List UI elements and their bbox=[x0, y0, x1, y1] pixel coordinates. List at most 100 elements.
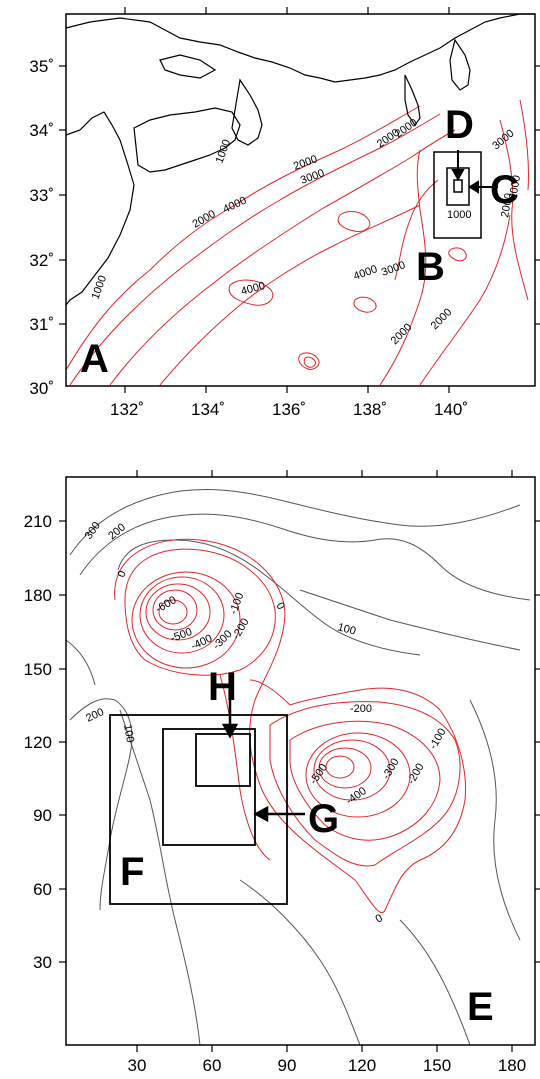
x-tick-label: 120 bbox=[348, 1056, 376, 1075]
panel-label-a: A bbox=[80, 337, 109, 381]
panel-label-h: H bbox=[208, 665, 237, 709]
lon-tick-label: 136˚ bbox=[272, 400, 306, 419]
contour-100-left bbox=[119, 709, 201, 1046]
x-tick-label: 30 bbox=[128, 1056, 147, 1075]
box-g bbox=[162, 728, 256, 846]
arrow-g-head bbox=[253, 805, 269, 823]
lat-tick-label: 32˚ bbox=[29, 251, 54, 270]
coastline-honshu bbox=[65, 13, 535, 83]
contour-2000-b bbox=[379, 149, 427, 386]
negative-contours bbox=[114, 538, 467, 913]
x-tick-label: 150 bbox=[423, 1056, 451, 1075]
contour-label: 4000 bbox=[352, 263, 379, 283]
contour-n100a bbox=[124, 548, 276, 676]
contour-label: 4000 bbox=[221, 194, 248, 215]
contour-label: 3000 bbox=[380, 259, 407, 279]
contour-n600b bbox=[325, 755, 355, 779]
contour-0 bbox=[117, 539, 421, 656]
map-a-tick-marks bbox=[59, 7, 540, 393]
contour-label: -300 bbox=[380, 756, 401, 781]
box-h bbox=[195, 733, 251, 787]
contour-label: 200 bbox=[106, 521, 128, 542]
lat-tick-label: 30˚ bbox=[29, 379, 54, 398]
coastline-kyushu bbox=[65, 111, 135, 306]
contour-label: 2000 bbox=[429, 306, 455, 332]
box-f bbox=[109, 714, 288, 905]
contour-n500a bbox=[152, 589, 198, 631]
coastline-kii bbox=[231, 78, 263, 146]
contour-label: 0 bbox=[374, 912, 385, 925]
contour-2000-a bbox=[69, 113, 441, 386]
contour-n100-link bbox=[219, 674, 271, 861]
contour-blob-4 bbox=[448, 247, 467, 262]
lat-tick-label: 31˚ bbox=[29, 315, 54, 334]
y-tick-label: 120 bbox=[24, 733, 52, 752]
contour-label: 0 bbox=[273, 601, 286, 612]
coastline-shikoku bbox=[133, 107, 241, 173]
contour-4000 bbox=[159, 204, 421, 386]
lon-tick-label: 132˚ bbox=[110, 400, 144, 419]
contour-n100b bbox=[269, 701, 461, 867]
contour-label: 0 bbox=[116, 569, 129, 579]
contour-east bbox=[499, 119, 529, 301]
map-e-boxes bbox=[109, 714, 288, 905]
contour-n500b bbox=[318, 747, 372, 789]
contour-label: 100 bbox=[336, 621, 357, 637]
coastline-bay bbox=[159, 54, 217, 79]
map-panel-a: 35˚ 34˚ 33˚ 32˚ 31˚ 30˚ 132˚ 134˚ 136˚ 1… bbox=[29, 7, 540, 419]
map-e-tick-marks bbox=[59, 470, 540, 1052]
panel-label-e: E bbox=[467, 985, 494, 1029]
contour-n300a bbox=[139, 576, 225, 654]
lat-tick-label: 33˚ bbox=[29, 186, 54, 205]
y-labels: 210 180 150 120 90 60 30 bbox=[24, 512, 52, 972]
contour-n200a bbox=[131, 571, 241, 669]
map-a-arrows bbox=[451, 150, 498, 194]
positive-contours bbox=[65, 489, 531, 1046]
panel-label-b: B bbox=[416, 245, 445, 289]
contour-label: 200 bbox=[84, 706, 106, 725]
contour-east-2 bbox=[519, 99, 530, 191]
contour-1000 bbox=[65, 105, 421, 371]
contour-label: 3000 bbox=[490, 127, 516, 152]
coastline bbox=[65, 13, 535, 306]
contour-left-top bbox=[65, 639, 96, 686]
map-e-arrows bbox=[221, 700, 305, 823]
lon-tick-label: 138˚ bbox=[353, 400, 387, 419]
contour-label: -200 bbox=[350, 703, 372, 715]
panel-label-f: F bbox=[120, 850, 144, 894]
contour-200-left bbox=[69, 698, 133, 911]
contour-3000 bbox=[109, 129, 456, 386]
contour-label: -500 bbox=[308, 762, 330, 787]
lon-labels: 132˚ 134˚ 136˚ 138˚ 140˚ bbox=[110, 400, 468, 419]
contour-label: -300 bbox=[211, 628, 235, 652]
contour-label: 2000 bbox=[499, 192, 515, 218]
y-tick-label: 60 bbox=[33, 880, 52, 899]
contour-label: -200 bbox=[230, 616, 251, 641]
lon-tick-label: 140˚ bbox=[434, 400, 468, 419]
y-tick-label: 30 bbox=[33, 953, 52, 972]
x-tick-label: 90 bbox=[278, 1056, 297, 1075]
contour-label: 2000 bbox=[393, 117, 420, 141]
y-tick-label: 180 bbox=[24, 586, 52, 605]
contour-n400a bbox=[145, 583, 211, 641]
contour-n200b bbox=[289, 720, 441, 841]
arrow-d-head bbox=[451, 169, 465, 182]
contour-n400b bbox=[313, 739, 391, 801]
contour-seamount bbox=[298, 352, 320, 370]
contour-label: -100 bbox=[228, 591, 247, 616]
contour-blob-2 bbox=[337, 211, 371, 232]
contour-bottom bbox=[399, 919, 471, 1046]
map-a-frame bbox=[65, 13, 536, 387]
contour-3000-b bbox=[394, 179, 439, 281]
map-panel-e: 210 180 150 120 90 60 30 30 60 90 120 15… bbox=[24, 470, 540, 1075]
bathymetry-contours bbox=[65, 99, 530, 386]
lat-labels: 35˚ 34˚ 33˚ 32˚ 31˚ 30˚ bbox=[29, 57, 54, 398]
contour-n300b bbox=[305, 732, 411, 818]
contour-label: 1000 bbox=[214, 138, 234, 165]
arrow-c-head bbox=[468, 180, 479, 194]
contour-0-red bbox=[114, 538, 467, 913]
panel-label-d: D bbox=[445, 103, 474, 147]
contour-100-right bbox=[299, 589, 521, 651]
lon-tick-label: 134˚ bbox=[191, 400, 225, 419]
